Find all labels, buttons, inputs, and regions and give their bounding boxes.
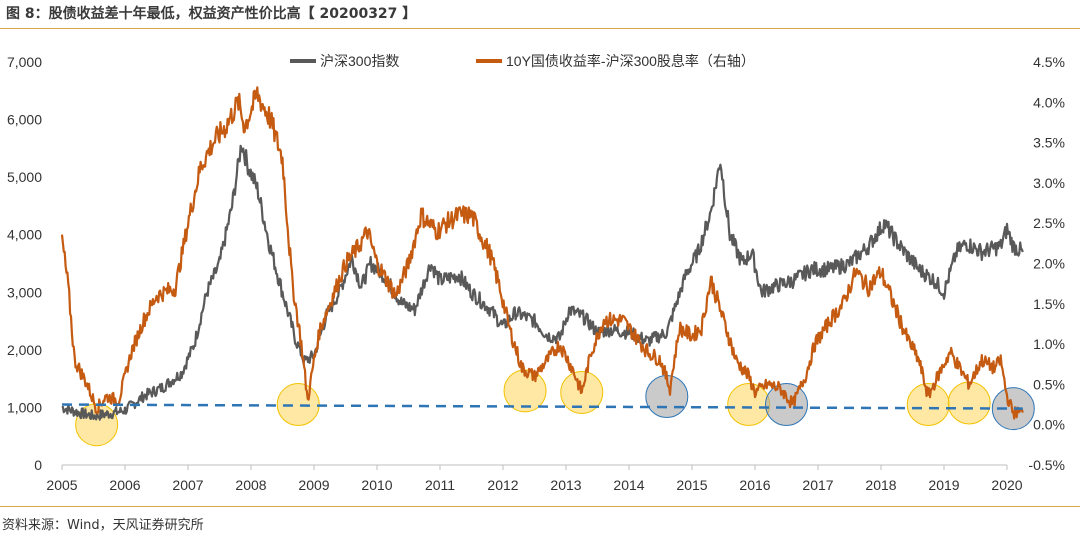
series-lines bbox=[60, 86, 1024, 421]
x-tick-label: 2020 bbox=[991, 477, 1022, 493]
x-tick-label: 2008 bbox=[235, 477, 266, 493]
left-tick-label: 3,000 bbox=[7, 284, 42, 300]
footer-divider bbox=[0, 506, 1080, 507]
x-tick-label: 2009 bbox=[298, 477, 329, 493]
right-axis-ticks: -0.5% 0.0% 0.5% 1.0% 1.5% 2.0% 2.5% 3.0% 3.5% 4.0… bbox=[1028, 54, 1065, 473]
x-tick-label: 2015 bbox=[676, 477, 707, 493]
series-line-baseline bbox=[61, 403, 1023, 410]
left-tick-label: 4,000 bbox=[7, 227, 42, 243]
left-tick-label: 2,000 bbox=[7, 342, 42, 358]
x-tick-label: 2017 bbox=[802, 477, 833, 493]
x-tick-label: 2010 bbox=[361, 477, 392, 493]
left-tick-label: 7,000 bbox=[7, 54, 42, 70]
page-title: 图 8：股债收益差十年最低，权益资产性价比高【 20200327 】 bbox=[6, 6, 417, 22]
left-tick-label: 6,000 bbox=[7, 112, 42, 128]
right-tick-label: 2.0% bbox=[1033, 256, 1065, 272]
right-tick-label: 3.5% bbox=[1033, 135, 1065, 151]
source-note: 资料来源：Wind，天风证券研究所 bbox=[2, 518, 204, 533]
right-tick-label: 2.5% bbox=[1033, 215, 1065, 231]
right-tick-label: 3.0% bbox=[1033, 175, 1065, 191]
x-tick-label: 2019 bbox=[928, 477, 959, 493]
left-tick-label: 0 bbox=[34, 457, 42, 473]
x-tick-label: 2012 bbox=[487, 477, 518, 493]
highlight-circle-gray bbox=[765, 383, 808, 427]
x-tick-label: 2011 bbox=[425, 477, 455, 493]
left-tick-label: 5,000 bbox=[7, 169, 42, 185]
legend-label-spread: 10Y国债收益率-沪深300股息率（右轴） bbox=[506, 53, 755, 69]
highlight-circle-gray bbox=[991, 387, 1035, 431]
x-tick-label: 2014 bbox=[613, 477, 644, 493]
x-tick-label: 2018 bbox=[865, 477, 896, 493]
highlight-circles bbox=[75, 369, 1035, 447]
highlight-circle-yellow bbox=[727, 383, 771, 427]
series-line-spread bbox=[60, 86, 1024, 420]
right-tick-label: 4.5% bbox=[1033, 54, 1065, 70]
x-tick-label: 2013 bbox=[550, 477, 581, 493]
right-tick-label: 1.0% bbox=[1033, 336, 1065, 352]
series-line-index bbox=[61, 144, 1024, 421]
left-tick-label: 1,000 bbox=[7, 399, 42, 415]
x-tick-label: 2007 bbox=[172, 477, 203, 493]
right-tick-label: -0.5% bbox=[1028, 457, 1065, 473]
x-axis-ticks: 2005 2006 2007 2008 2009 2010 2011 2012 2013 2014… bbox=[46, 465, 1023, 493]
header-divider bbox=[0, 28, 1080, 29]
x-tick-label: 2006 bbox=[109, 477, 140, 493]
chart: 0 1,000 2,000 3,000 4,000 5,000 6,000 7,000 -0.… bbox=[7, 53, 1065, 493]
right-tick-label: 4.0% bbox=[1033, 94, 1065, 110]
x-tick-label: 2016 bbox=[739, 477, 770, 493]
legend-label-index: 沪深300指数 bbox=[320, 53, 399, 69]
right-tick-label: 0.5% bbox=[1033, 376, 1065, 392]
legend: 沪深300指数 10Y国债收益率-沪深300股息率（右轴） bbox=[290, 53, 755, 69]
left-axis-ticks: 0 1,000 2,000 3,000 4,000 5,000 6,000 7,000 bbox=[7, 54, 42, 473]
right-tick-label: 0.0% bbox=[1033, 417, 1065, 433]
right-tick-label: 1.5% bbox=[1033, 296, 1065, 312]
x-tick-label: 2005 bbox=[46, 477, 77, 493]
